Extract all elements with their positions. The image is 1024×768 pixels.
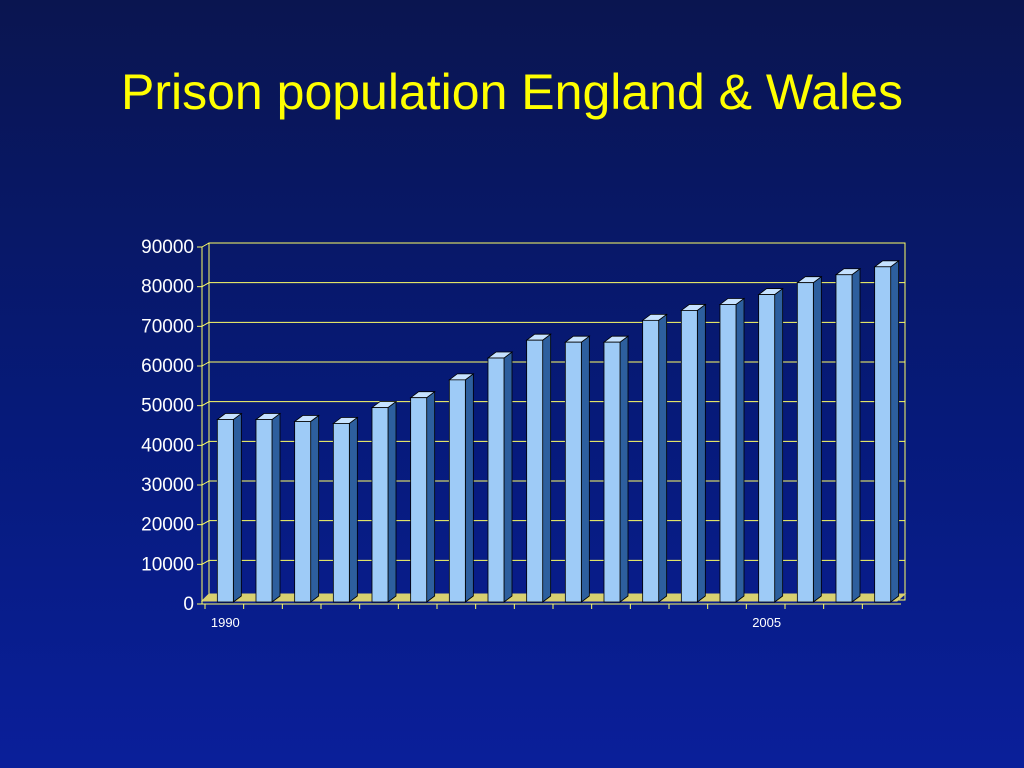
gridline-depth bbox=[201, 361, 210, 367]
y-tick-label: 40000 bbox=[141, 435, 194, 456]
bar-side bbox=[310, 414, 320, 603]
bar-side bbox=[580, 335, 590, 603]
bar bbox=[254, 412, 282, 603]
bar-side bbox=[812, 275, 822, 603]
bar-side bbox=[696, 303, 706, 603]
bar bbox=[834, 267, 862, 603]
bar-front bbox=[680, 310, 698, 603]
bar-side bbox=[890, 259, 900, 603]
y-tick-label: 60000 bbox=[141, 356, 194, 377]
bar-front bbox=[796, 282, 814, 603]
bar-front bbox=[255, 419, 273, 603]
bar bbox=[486, 351, 514, 603]
bar bbox=[680, 303, 707, 603]
slide-title: Prison population England & Wales bbox=[121, 64, 903, 120]
bar-front bbox=[874, 266, 892, 603]
y-tick-label: 90000 bbox=[141, 237, 194, 258]
y-tick-label: 20000 bbox=[141, 515, 194, 536]
bar bbox=[757, 287, 784, 603]
bar-side bbox=[348, 416, 358, 603]
bar bbox=[564, 335, 591, 603]
bar bbox=[370, 400, 398, 603]
bar-side bbox=[232, 412, 242, 603]
gridline-depth bbox=[201, 401, 210, 407]
bar bbox=[641, 313, 668, 603]
bar-front bbox=[835, 274, 853, 603]
bar bbox=[293, 414, 320, 603]
gridline-depth bbox=[201, 480, 210, 486]
y-tick-label: 30000 bbox=[141, 475, 194, 496]
bar-side bbox=[387, 400, 397, 603]
bar-side bbox=[658, 313, 668, 603]
gridline-depth bbox=[201, 321, 210, 327]
bar-side bbox=[271, 412, 281, 603]
y-tick-label: 50000 bbox=[141, 396, 194, 417]
bar-front bbox=[526, 339, 544, 603]
bar bbox=[525, 333, 552, 603]
gridline-depth bbox=[201, 440, 210, 446]
bar-front bbox=[448, 379, 466, 603]
bar-front bbox=[758, 294, 776, 603]
bar-front bbox=[603, 341, 621, 603]
bar bbox=[718, 297, 746, 603]
bar-front bbox=[487, 357, 505, 603]
bar bbox=[873, 259, 900, 603]
bar-side bbox=[542, 333, 552, 603]
y-tick-label: 80000 bbox=[141, 277, 194, 298]
bar-front bbox=[371, 407, 389, 603]
y-tick-label: 0 bbox=[183, 594, 194, 615]
bar-front bbox=[719, 304, 737, 603]
bar-front bbox=[642, 319, 660, 603]
bar bbox=[216, 412, 243, 603]
bar-front bbox=[294, 421, 312, 603]
bar-side bbox=[774, 287, 784, 603]
bar-front bbox=[332, 423, 350, 603]
bar-side bbox=[464, 373, 474, 603]
y-tick-label: 10000 bbox=[141, 554, 194, 575]
gridline-depth bbox=[201, 559, 210, 565]
gridline-depth bbox=[201, 242, 210, 248]
bar-side bbox=[735, 297, 745, 603]
bar bbox=[448, 373, 475, 603]
bar-side bbox=[619, 335, 629, 603]
bar-side bbox=[503, 351, 513, 603]
bar-side bbox=[851, 267, 861, 603]
bar-front bbox=[564, 341, 582, 603]
bar bbox=[332, 416, 359, 603]
gridline-depth bbox=[201, 520, 210, 526]
bar bbox=[602, 335, 630, 603]
bar bbox=[796, 275, 823, 603]
bar bbox=[409, 390, 436, 603]
x-tick-label: 1990 bbox=[211, 615, 240, 630]
bar-front bbox=[410, 397, 428, 603]
y-tick-label: 70000 bbox=[141, 316, 194, 337]
x-tick-label: 2005 bbox=[752, 615, 781, 630]
bar-side bbox=[426, 390, 436, 603]
gridline-depth bbox=[201, 282, 210, 288]
bar-front bbox=[216, 419, 234, 603]
